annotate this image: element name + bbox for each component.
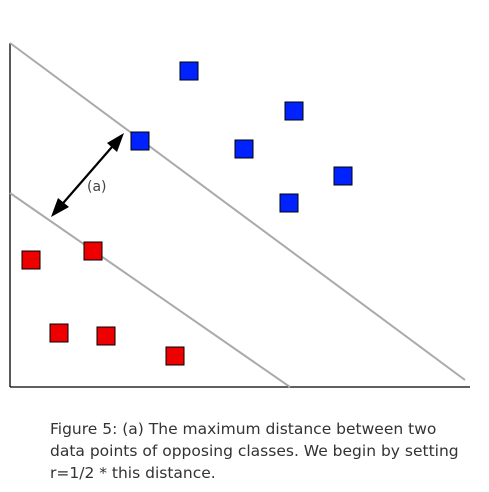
distance-arrowhead-top: [107, 133, 124, 152]
blue-class-point: [234, 139, 254, 159]
blue-class-point: [333, 166, 353, 186]
distance-arrow-shaft: [57, 139, 119, 210]
distance-arrow-label: (a): [87, 179, 107, 195]
data-points: [21, 61, 353, 366]
red-class-point: [49, 323, 69, 343]
blue-class-point: [284, 101, 304, 121]
blue-class-point: [179, 61, 199, 81]
red-class-point: [83, 241, 103, 261]
blue-class-point: [130, 131, 150, 151]
red-class-point: [165, 346, 185, 366]
caption-line-3: r=1/2 * this distance.: [50, 464, 216, 482]
red-class-point: [96, 326, 116, 346]
blue-class-point: [279, 193, 299, 213]
svm-margin-diagram: (a): [9, 42, 470, 388]
caption-line-1: Figure 5: (a) The maximum distance betwe…: [50, 420, 437, 438]
red-class-point: [21, 250, 41, 270]
distance-arrowhead-bottom: [51, 198, 69, 217]
figure-caption: Figure 5: (a) The maximum distance betwe…: [50, 418, 485, 484]
upper-margin-line: [9, 42, 466, 381]
lower-margin-line: [9, 192, 291, 388]
caption-line-2: data points of opposing classes. We begi…: [50, 442, 459, 460]
